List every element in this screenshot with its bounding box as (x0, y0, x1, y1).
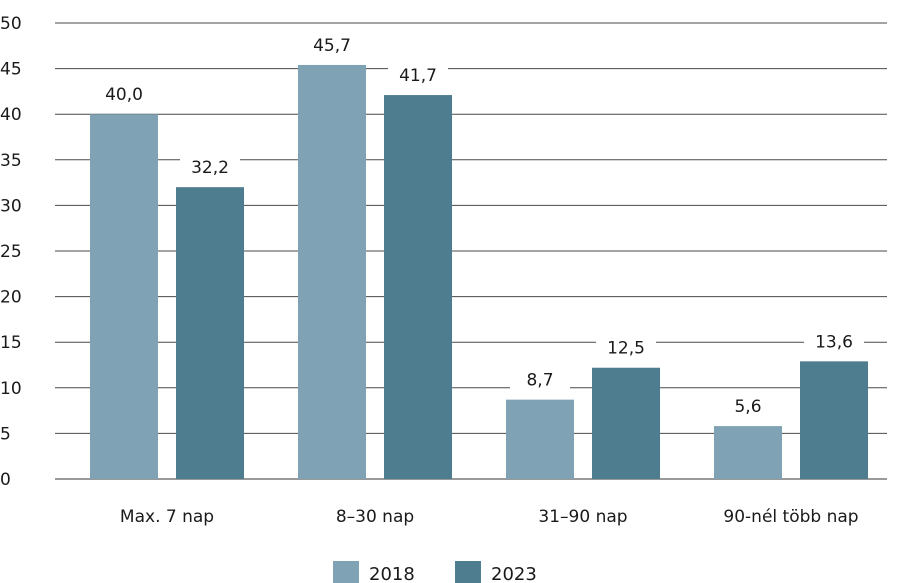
bar-2023 (176, 187, 244, 479)
data-label-backdrop (510, 369, 570, 392)
data-label-backdrop (302, 34, 362, 57)
y-tick-label: 5 (0, 424, 11, 444)
y-tick-label: 50 (0, 14, 22, 34)
data-label: 5,6 (734, 397, 761, 417)
bar-2023 (592, 367, 660, 479)
x-tick-label: 8–30 nap (336, 507, 414, 527)
data-label-backdrop (388, 65, 448, 88)
y-tick-label: 35 (0, 151, 22, 171)
data-label-backdrop (804, 331, 864, 354)
y-tick-label: 25 (0, 242, 22, 262)
y-tick-label: 30 (0, 196, 22, 216)
bar-2023 (800, 361, 868, 479)
y-axis: 0 5 10 15 20 25 30 35 40 45 50 (0, 14, 22, 490)
bar-2018 (714, 426, 782, 479)
x-tick-label: 90-nél több nap (723, 507, 858, 527)
data-label: 41,7 (399, 66, 437, 86)
data-label-backdrop (596, 337, 656, 360)
legend: 2018 2023 (333, 561, 537, 583)
bar-2018 (298, 64, 366, 480)
bar-2018 (90, 114, 158, 479)
x-axis: Max. 7 nap 8–30 nap 31–90 nap 90-nél több n… (120, 507, 859, 527)
data-label: 32,2 (191, 158, 229, 178)
data-label: 13,6 (815, 332, 853, 352)
bars: 40,0 32,2 45,7 41,7 8,7 12,5 5,6 13,6 (90, 34, 868, 480)
y-tick-label: 15 (0, 333, 22, 353)
legend-label-2018: 2018 (369, 564, 415, 583)
y-tick-label: 40 (0, 105, 22, 125)
y-tick-label: 20 (0, 288, 22, 308)
legend-label-2023: 2023 (491, 564, 537, 583)
legend-swatch-2023 (455, 561, 481, 583)
y-tick-label: 45 (0, 60, 22, 80)
data-label-backdrop (94, 84, 154, 107)
x-tick-label: 31–90 nap (538, 507, 627, 527)
x-tick-label: Max. 7 nap (120, 507, 214, 527)
legend-swatch-2018 (333, 561, 359, 583)
data-label-backdrop (180, 157, 240, 180)
data-label: 12,5 (607, 339, 645, 359)
y-tick-label: 10 (0, 379, 22, 399)
data-label: 45,7 (313, 36, 351, 56)
y-tick-label: 0 (0, 470, 11, 490)
bar-2018 (506, 399, 574, 479)
data-label: 40,0 (105, 85, 143, 105)
bar-2023 (384, 95, 452, 479)
data-label: 8,7 (526, 371, 553, 391)
data-label-backdrop (718, 396, 778, 419)
